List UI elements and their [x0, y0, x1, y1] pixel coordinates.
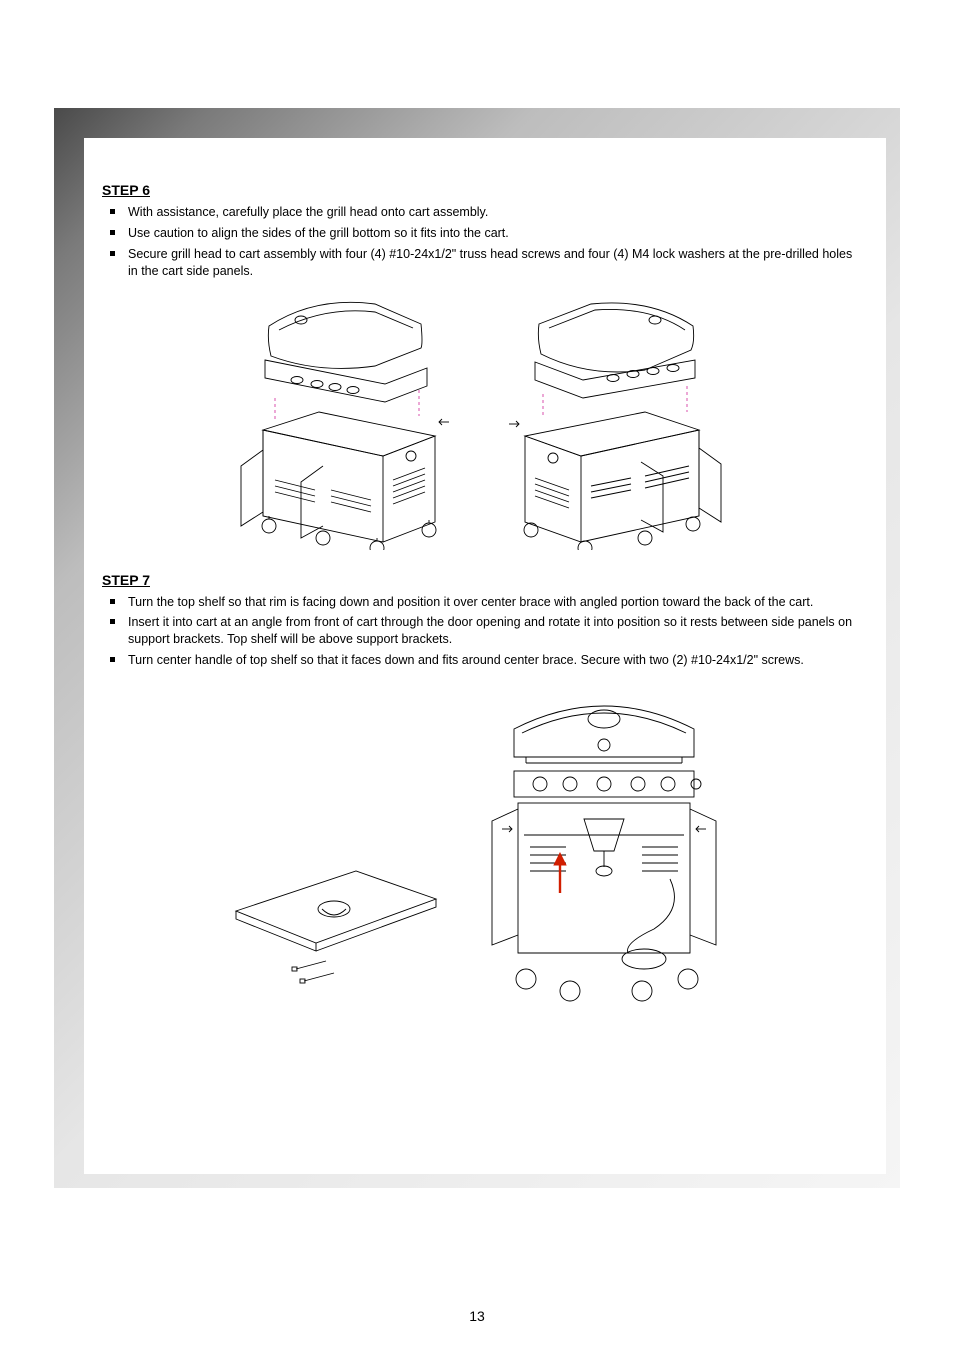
- step7-list: Turn the top shelf so that rim is facing…: [102, 594, 858, 670]
- step7-heading: STEP 7: [102, 572, 858, 588]
- step6-list: With assistance, carefully place the gri…: [102, 204, 858, 280]
- list-item: With assistance, carefully place the gri…: [102, 204, 858, 221]
- figure-grill-exploded-right: [495, 290, 725, 550]
- step6-figure-row: [102, 290, 858, 550]
- page-frame: STEP 6 With assistance, carefully place …: [54, 108, 900, 1188]
- page: STEP 6 With assistance, carefully place …: [0, 0, 954, 1350]
- step6-heading: STEP 6: [102, 182, 858, 198]
- figure-grill-front: [474, 679, 734, 1009]
- list-item: Turn the top shelf so that rim is facing…: [102, 594, 858, 611]
- figure-top-shelf: [226, 839, 446, 1009]
- page-number: 13: [0, 1308, 954, 1324]
- list-item: Secure grill head to cart assembly with …: [102, 246, 858, 280]
- content-area: STEP 6 With assistance, carefully place …: [84, 138, 886, 1174]
- list-item: Use caution to align the sides of the gr…: [102, 225, 858, 242]
- list-item: Insert it into cart at an angle from fro…: [102, 614, 858, 648]
- figure-grill-exploded-left: [235, 290, 465, 550]
- list-item: Turn center handle of top shelf so that …: [102, 652, 858, 669]
- step7-figure-row: [102, 679, 858, 1009]
